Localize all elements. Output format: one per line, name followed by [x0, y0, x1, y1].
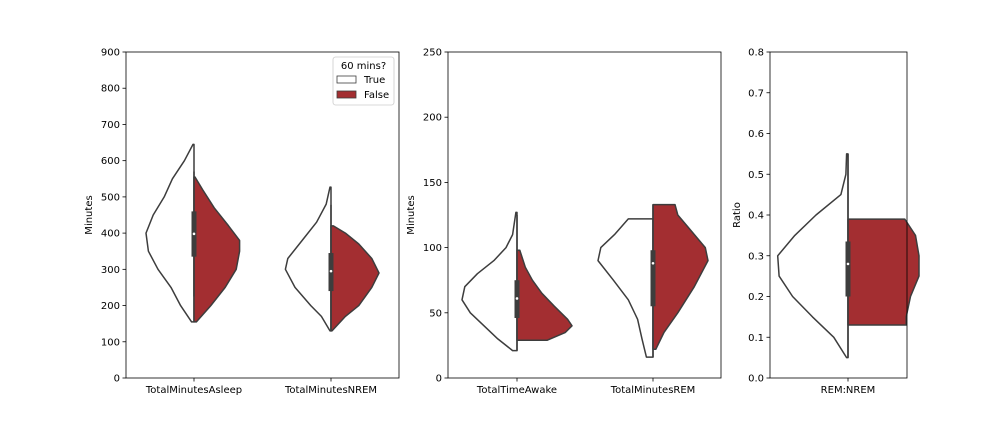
violin-half-false-totaltimeawake	[516, 249, 573, 341]
y-tick-label: 150	[423, 178, 442, 189]
y-tick-label: 100	[423, 243, 442, 254]
y-tick-label: 0.3	[748, 251, 764, 262]
y-tick-label: 0.7	[748, 88, 764, 99]
y-tick-label: 0.0	[748, 374, 764, 385]
box-iqr	[845, 241, 851, 297]
y-tick-label: 600	[101, 156, 120, 167]
y-tick-label: 50	[429, 308, 442, 319]
y-tick-label: 250	[423, 48, 442, 59]
y-tick-label: 400	[101, 229, 120, 240]
x-tick-label: TotalMinutesNREM	[284, 385, 377, 396]
x-tick-label: TotalTimeAwake	[476, 385, 557, 396]
y-tick-label: 0.1	[748, 333, 764, 344]
y-tick-label: 200	[423, 113, 442, 124]
violin-half-true-totalminutesnrem	[284, 186, 332, 332]
y-tick-label: 0	[436, 374, 442, 385]
y-axis-label: Ratio	[732, 202, 743, 228]
box-median	[192, 232, 196, 236]
y-tick-label: 0	[114, 374, 120, 385]
y-tick-label: 0.6	[748, 129, 764, 140]
x-tick-label: TotalMinutesREM	[610, 385, 696, 396]
violin-half-false-totalminutesrem	[652, 203, 709, 351]
box-median	[651, 261, 655, 265]
y-tick-label: 0.5	[748, 170, 764, 181]
y-tick-label: 500	[101, 192, 120, 203]
y-tick-label: 0.8	[748, 48, 764, 59]
y-tick-label: 700	[101, 120, 120, 131]
violin-half-true-totalminutesrem	[597, 218, 654, 358]
axes-frame	[125, 51, 400, 379]
legend-label-false: False	[364, 90, 389, 101]
violin-half-false-totalminutesasleep	[193, 176, 241, 323]
x-tick-label: REM:NREM	[821, 385, 876, 396]
legend-label-true: True	[363, 75, 385, 86]
y-axis-label: Minutes	[84, 195, 95, 234]
box-median	[846, 262, 850, 266]
axes-frame	[447, 51, 722, 379]
legend-swatch-true	[336, 75, 357, 84]
violin-half-false-totalminutesnrem	[330, 225, 380, 332]
legend-title: 60 mins?	[341, 61, 386, 72]
box-median	[515, 297, 519, 300]
y-axis-label: Minutes	[406, 195, 417, 234]
legend-swatch-false	[336, 90, 357, 99]
y-tick-label: 0.2	[748, 292, 764, 303]
y-tick-label: 200	[101, 301, 120, 312]
violin-half-false-rem-nrem	[847, 218, 920, 326]
y-tick-label: 800	[101, 84, 120, 95]
box-iqr	[650, 250, 656, 307]
y-tick-label: 0.4	[748, 211, 764, 222]
violin-half-true-rem-nrem	[776, 153, 849, 359]
violin-half-true-totaltimeawake	[461, 211, 518, 352]
box-median	[329, 269, 333, 273]
x-tick-label: TotalMinutesAsleep	[145, 385, 242, 396]
y-tick-label: 900	[101, 48, 120, 59]
violin-half-true-totalminutesasleep	[145, 143, 195, 323]
y-tick-label: 300	[101, 265, 120, 276]
y-tick-label: 100	[101, 337, 120, 348]
